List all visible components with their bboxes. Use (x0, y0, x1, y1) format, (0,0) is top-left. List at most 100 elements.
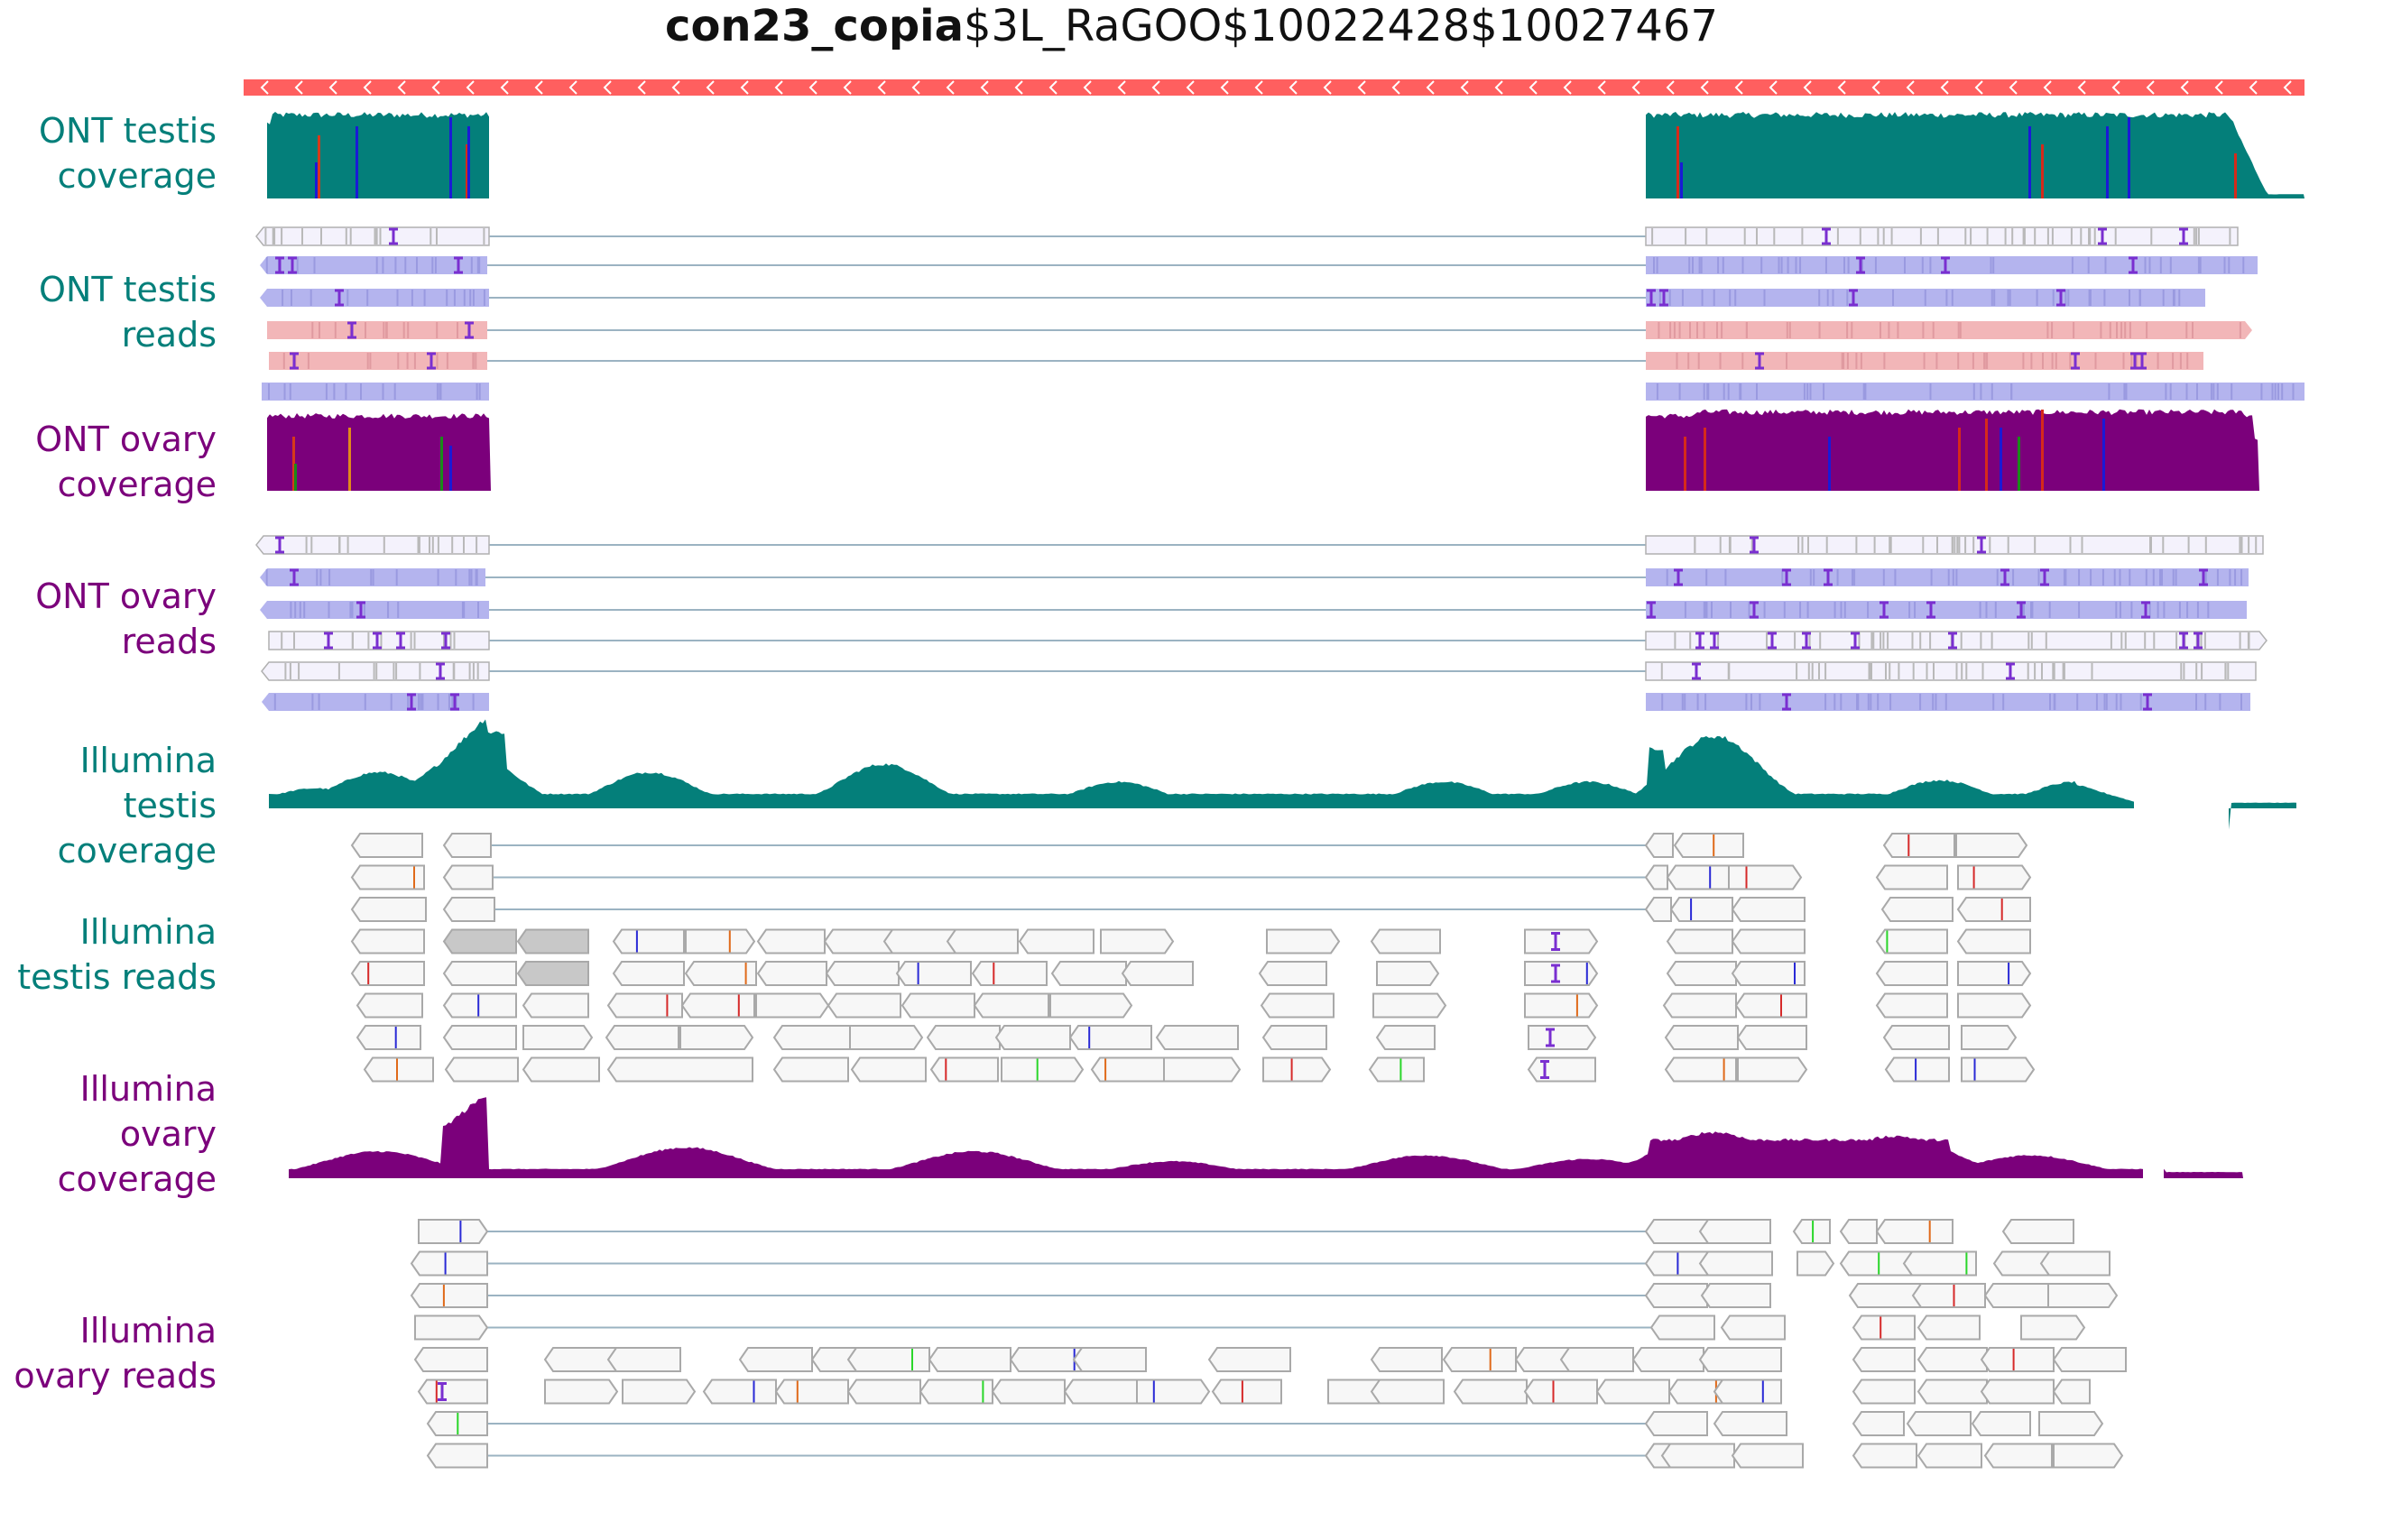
read-variant (395, 569, 398, 586)
read-variant (369, 353, 372, 369)
read-variant (666, 994, 669, 1017)
illumina-read (738, 1347, 813, 1372)
read-variant (418, 537, 420, 553)
illumina-read (1792, 1219, 1831, 1244)
illumina-read (1839, 1219, 1878, 1244)
read-variant (1661, 694, 1664, 710)
read-variant (1990, 383, 1993, 400)
read-variant (310, 537, 313, 553)
read-variant (1951, 290, 1954, 306)
read-variant (1933, 663, 1935, 679)
read-variant (1859, 228, 1861, 244)
read-variant (1986, 228, 1989, 244)
read-variant (1843, 257, 1845, 273)
illumina-read (1644, 1411, 1708, 1436)
read-variant (421, 694, 424, 710)
read-variant (1811, 663, 1814, 679)
read-variant (319, 569, 322, 586)
read-variant (429, 228, 432, 244)
read-variant (1860, 353, 1862, 369)
illumina-read (685, 928, 756, 954)
illumina-read (1261, 1025, 1327, 1050)
illumina-read (1527, 1056, 1596, 1083)
read-variant (2149, 537, 2151, 553)
read-variant (2051, 228, 2054, 244)
read-variant (307, 353, 309, 369)
label-line: coverage (57, 831, 217, 871)
label-ont-ovary-reads: ONT ovary reads (0, 574, 217, 664)
label-line: coverage (57, 465, 217, 504)
read-variant (457, 1413, 459, 1434)
read-variant (2146, 322, 2148, 338)
read-variant (2052, 290, 2055, 306)
label-line: reads (121, 622, 217, 661)
read-variant (476, 663, 479, 679)
illumina-read (612, 961, 685, 986)
read-variant (375, 663, 378, 679)
read-variant (2094, 353, 2097, 369)
te-strand-arrow (2180, 80, 2189, 95)
te-strand-arrow (1460, 80, 1469, 95)
insertion-mark (1880, 601, 1889, 619)
insertion-mark (1782, 693, 1791, 711)
read-variant (1924, 290, 1926, 306)
read-variant (2224, 663, 2227, 679)
read-variant (436, 353, 439, 369)
read-variant (1928, 1221, 1931, 1242)
read-variant (395, 663, 398, 679)
illumina-read (1063, 1379, 1138, 1405)
read-variant (437, 569, 439, 586)
read-variant (2229, 228, 2231, 244)
illumina-read (2047, 1283, 2119, 1308)
read-variant (2292, 383, 2295, 400)
read-variant (2052, 663, 2055, 679)
read-variant (2049, 694, 2051, 710)
read-variant (1880, 1316, 1882, 1339)
read-variant (1658, 322, 1660, 338)
te-strand-arrow (1700, 80, 1709, 95)
read-variant (1889, 537, 1892, 553)
label-line: ovary reads (14, 1356, 217, 1396)
read-variant (1960, 632, 1963, 649)
read-variant (282, 290, 284, 306)
read-variant (2185, 322, 2188, 338)
read-variant (1945, 290, 1948, 306)
read-variant (1651, 228, 1654, 244)
read-variant (2207, 602, 2210, 618)
read-variant (1882, 569, 1885, 586)
read-variant (351, 602, 354, 618)
read-variant (2109, 322, 2111, 338)
snp-mark (449, 446, 452, 491)
insertion-mark (2017, 601, 2026, 619)
read-variant (2088, 228, 2090, 244)
read-variant (413, 353, 416, 369)
read-variant (2210, 383, 2212, 400)
snp-mark (348, 428, 351, 491)
read-variant (2129, 290, 2130, 306)
read-variant (375, 228, 378, 244)
illumina-read (1852, 1443, 1917, 1469)
read-variant (2242, 257, 2245, 273)
label-ont-ovary-coverage: ONT ovary coverage (0, 417, 217, 507)
read-variant (328, 602, 330, 618)
read-variant (2069, 537, 2072, 553)
te-strand-arrow (1666, 80, 1675, 95)
illumina-read (1442, 1347, 1517, 1372)
illumina-read (1852, 1411, 1905, 1436)
read-variant (2199, 257, 2202, 273)
read-variant (2161, 569, 2163, 586)
read-variant (2204, 537, 2207, 553)
read-variant (469, 290, 472, 306)
read-variant (2115, 694, 2118, 710)
illumina-read (1121, 961, 1194, 986)
illumina-read (901, 992, 975, 1019)
read-variant (264, 228, 267, 244)
read-variant (2148, 602, 2151, 618)
read-variant (338, 537, 340, 553)
te-strand-arrow (2214, 80, 2223, 95)
illumina-read (2053, 1443, 2124, 1469)
te-strand-arrow (671, 80, 680, 95)
illumina-read (350, 897, 427, 922)
te-strand-arrow (1426, 80, 1435, 95)
read-variant (1766, 632, 1768, 649)
